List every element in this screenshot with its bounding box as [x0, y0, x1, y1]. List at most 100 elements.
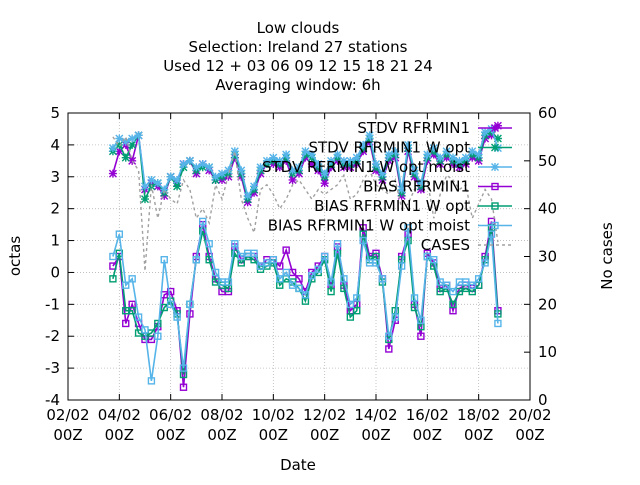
- data-point: [230, 147, 239, 156]
- y-tick-label: -2: [45, 327, 60, 345]
- legend-entry: BIAS RFRMIN1 W opt: [314, 197, 512, 215]
- data-point: [109, 252, 117, 261]
- data-point: [493, 134, 502, 143]
- x-tick-label-time: 00Z: [413, 426, 442, 444]
- y-tick-label: 3: [50, 168, 60, 186]
- legend-label: BIAS RFRMIN1 W opt moist: [268, 217, 470, 235]
- x-tick-label: 12/02: [303, 406, 346, 424]
- data-point: [378, 275, 387, 283]
- y2-tick-label: 30: [538, 248, 557, 266]
- data-point: [385, 332, 393, 340]
- data-point: [128, 134, 137, 143]
- data-point: [109, 275, 117, 283]
- series-6: [109, 217, 502, 385]
- data-point: [205, 240, 213, 248]
- data-point: [339, 156, 348, 165]
- data-point: [491, 124, 499, 132]
- y-tick-label: 5: [50, 104, 60, 122]
- data-point: [494, 319, 502, 328]
- data-point: [481, 128, 490, 137]
- data-point: [122, 281, 130, 289]
- data-point: [372, 259, 380, 267]
- data-point: [404, 140, 413, 149]
- legend-label: BIAS RFRMIN1 W opt: [314, 197, 470, 215]
- data-point: [372, 160, 380, 169]
- data-point: [166, 172, 175, 181]
- title-line-2: Selection: Ireland 27 stations: [189, 38, 408, 56]
- data-point: [353, 294, 361, 302]
- data-point: [416, 179, 425, 188]
- data-point: [404, 236, 412, 245]
- data-point: [391, 313, 399, 321]
- data-point: [275, 156, 284, 165]
- data-point: [468, 147, 477, 156]
- y2-axis-label: No cases: [598, 222, 616, 290]
- data-point: [295, 284, 303, 293]
- data-point: [121, 137, 130, 146]
- x-axis-label: Date: [280, 456, 316, 474]
- data-point: [487, 124, 496, 133]
- data-point: [449, 287, 457, 296]
- x-tick-label-time: 00Z: [310, 426, 339, 444]
- data-point: [474, 150, 483, 159]
- data-point: [160, 255, 168, 264]
- data-point: [121, 153, 130, 162]
- data-point: [442, 147, 451, 156]
- y-tick-label: -1: [45, 295, 60, 313]
- data-point: [269, 255, 278, 264]
- data-point: [417, 332, 425, 340]
- data-point: [385, 345, 393, 353]
- data-point: [128, 307, 136, 315]
- data-point: [256, 163, 265, 172]
- x-tick-label: 08/02: [200, 406, 243, 424]
- data-point: [430, 255, 438, 264]
- data-point: [461, 153, 470, 162]
- data-point: [147, 175, 156, 184]
- data-point: [211, 172, 220, 181]
- data-point: [436, 153, 445, 162]
- y2-tick-label: 10: [538, 343, 557, 361]
- y-tick-label: 4: [50, 136, 60, 154]
- data-point: [327, 156, 336, 165]
- data-point: [295, 163, 303, 172]
- y2-tick-label: 20: [538, 295, 557, 313]
- x-tick-label-time: 00Z: [156, 426, 185, 444]
- y-tick-label: -3: [45, 359, 60, 377]
- data-point: [186, 300, 194, 309]
- x-tick-label: 20/02: [508, 406, 551, 424]
- y-tick-label: 1: [50, 232, 60, 250]
- data-point: [474, 275, 483, 283]
- data-point: [128, 140, 137, 149]
- data-point: [423, 150, 432, 159]
- x-tick-label-time: 00Z: [361, 426, 390, 444]
- data-point: [353, 307, 361, 315]
- data-point: [491, 143, 499, 152]
- data-point: [250, 182, 259, 191]
- legend-entry: CASES: [421, 236, 512, 254]
- data-point: [410, 166, 419, 175]
- data-point: [218, 169, 226, 178]
- x-tick-label: 10/02: [252, 406, 295, 424]
- data-point: [320, 169, 329, 178]
- data-point: [115, 134, 124, 143]
- data-point: [314, 160, 323, 169]
- data-point: [487, 230, 496, 238]
- data-point: [237, 166, 246, 175]
- data-point: [308, 271, 316, 280]
- x-tick-label-time: 00Z: [53, 426, 82, 444]
- data-point: [160, 185, 169, 194]
- y-tick-label: -4: [45, 391, 60, 409]
- data-point: [455, 156, 464, 165]
- data-point: [333, 240, 342, 248]
- data-point: [108, 144, 117, 153]
- data-point: [276, 275, 284, 283]
- legend-entry: BIAS RFRMIN1: [363, 178, 512, 196]
- data-point: [141, 182, 149, 191]
- data-point: [320, 252, 329, 261]
- data-point: [269, 153, 278, 162]
- x-tick-label: 18/02: [457, 406, 500, 424]
- data-point: [262, 156, 271, 165]
- data-point: [491, 182, 499, 191]
